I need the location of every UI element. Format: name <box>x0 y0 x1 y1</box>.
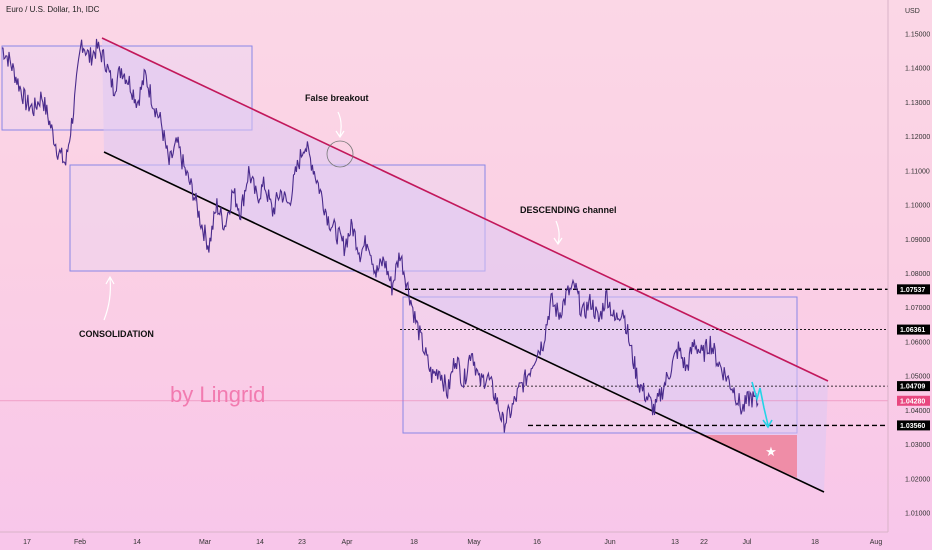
projection-arrow <box>751 381 773 429</box>
x-tick-label: Jul <box>743 539 752 546</box>
level-badge <box>897 381 930 392</box>
y-tick-label: 1.12000 <box>905 134 930 141</box>
channel-fill <box>102 38 828 492</box>
channel-lower-line[interactable] <box>103 151 825 493</box>
y-tick-label: 1.05000 <box>905 374 930 381</box>
descending-channel-label: DESCENDING channel <box>520 205 617 215</box>
x-tick-label: Feb <box>74 539 86 546</box>
x-tick-label: May <box>467 539 481 546</box>
x-tick-label: 22 <box>700 539 708 546</box>
y-tick-label: 1.10000 <box>905 203 930 210</box>
false-breakout-arrow <box>335 111 345 139</box>
y-tick-label: 1.08000 <box>905 271 930 278</box>
y-tick-label: 1.02000 <box>905 476 930 483</box>
level-badge-label: 1.04709 <box>900 384 925 391</box>
y-tick-label: 1.04000 <box>905 408 930 415</box>
level-badge-label: 1.06361 <box>900 327 925 334</box>
current-price-label: 1.04280 <box>900 398 925 405</box>
y-tick-label: 1.09000 <box>905 237 930 244</box>
channel-upper-line[interactable] <box>101 37 829 382</box>
y-tick-label: 1.11000 <box>905 168 930 175</box>
consolidation-arrow <box>103 275 115 321</box>
level-badge-label: 1.03560 <box>900 423 925 430</box>
level-badge <box>897 284 930 295</box>
x-tick-label: 14 <box>133 539 141 546</box>
consolidation-label: CONSOLIDATION <box>79 329 154 339</box>
symbol-title: Euro / U.S. Dollar, 1h, IDC <box>6 5 100 14</box>
channel-arrow <box>553 220 563 246</box>
price-axis-currency: USD <box>905 8 920 15</box>
y-tick-label: 1.13000 <box>905 100 930 107</box>
x-tick-label: 14 <box>256 539 264 546</box>
level-badge-label: 1.07537 <box>900 287 925 294</box>
watermark: by Lingrid <box>170 382 265 407</box>
y-tick-label: 1.07000 <box>905 305 930 312</box>
current-price-badge <box>897 395 930 406</box>
y-tick-label: 1.06000 <box>905 339 930 346</box>
level-badge <box>897 324 930 335</box>
x-tick-label: 16 <box>533 539 541 546</box>
false-breakout-circle <box>326 140 354 168</box>
x-tick-label: 13 <box>671 539 679 546</box>
y-tick-label: 1.03000 <box>905 442 930 449</box>
x-tick-label: 23 <box>298 539 306 546</box>
target-star-icon: ★ <box>765 444 777 459</box>
x-tick-label: 18 <box>811 539 819 546</box>
false-breakout-label: False breakout <box>305 93 369 103</box>
x-tick-label: 18 <box>410 539 418 546</box>
y-tick-label: 1.15000 <box>905 32 930 39</box>
price-axis[interactable]: 1.15000 1.14000 1.13000 1.12000 1.11000 1.100… <box>905 32 930 518</box>
time-axis[interactable]: 17 Feb 14 Mar 14 23 Apr 18 May 16 Jun 13 22 Jul 18 Aug <box>23 539 882 546</box>
x-tick-label: Mar <box>199 539 212 546</box>
y-tick-label: 1.14000 <box>905 66 930 73</box>
price-badges: 1.07537 1.06361 1.04709 1.03560 1.04280 <box>897 284 930 431</box>
levels-group <box>400 288 888 427</box>
x-tick-label: Aug <box>870 539 883 546</box>
x-tick-label: Jun <box>604 539 615 546</box>
price-series <box>1 38 759 433</box>
y-tick-label: 1.01000 <box>905 511 930 518</box>
level-badge <box>897 420 930 431</box>
x-tick-label: Apr <box>342 539 354 546</box>
x-tick-label: 17 <box>23 539 31 546</box>
